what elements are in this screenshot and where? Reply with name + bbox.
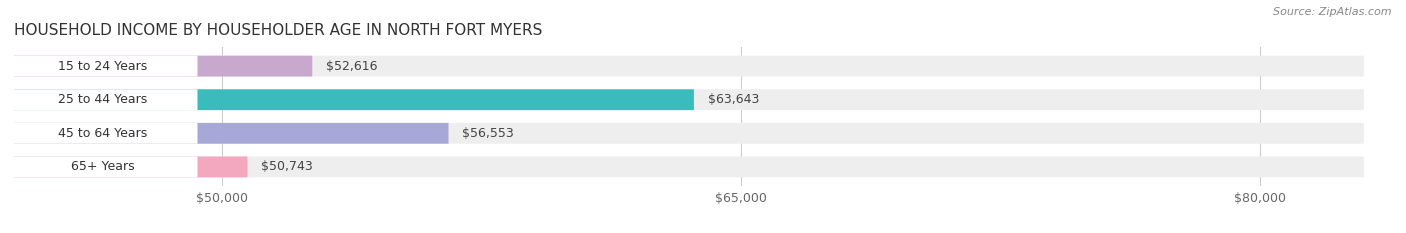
FancyBboxPatch shape <box>14 89 1364 110</box>
FancyBboxPatch shape <box>14 123 449 144</box>
FancyBboxPatch shape <box>14 157 1364 177</box>
FancyBboxPatch shape <box>14 56 312 76</box>
Text: $56,553: $56,553 <box>463 127 515 140</box>
Text: 45 to 64 Years: 45 to 64 Years <box>58 127 148 140</box>
FancyBboxPatch shape <box>7 123 197 144</box>
FancyBboxPatch shape <box>7 89 197 110</box>
FancyBboxPatch shape <box>14 56 1364 76</box>
Text: $50,743: $50,743 <box>262 160 314 173</box>
Text: 65+ Years: 65+ Years <box>70 160 134 173</box>
Text: $52,616: $52,616 <box>326 60 378 73</box>
Text: Source: ZipAtlas.com: Source: ZipAtlas.com <box>1274 7 1392 17</box>
FancyBboxPatch shape <box>7 56 197 76</box>
FancyBboxPatch shape <box>14 89 695 110</box>
FancyBboxPatch shape <box>14 157 247 177</box>
Text: $63,643: $63,643 <box>707 93 759 106</box>
Text: 25 to 44 Years: 25 to 44 Years <box>58 93 148 106</box>
FancyBboxPatch shape <box>14 123 1364 144</box>
FancyBboxPatch shape <box>7 157 197 177</box>
Text: HOUSEHOLD INCOME BY HOUSEHOLDER AGE IN NORTH FORT MYERS: HOUSEHOLD INCOME BY HOUSEHOLDER AGE IN N… <box>14 24 543 38</box>
Text: 15 to 24 Years: 15 to 24 Years <box>58 60 148 73</box>
